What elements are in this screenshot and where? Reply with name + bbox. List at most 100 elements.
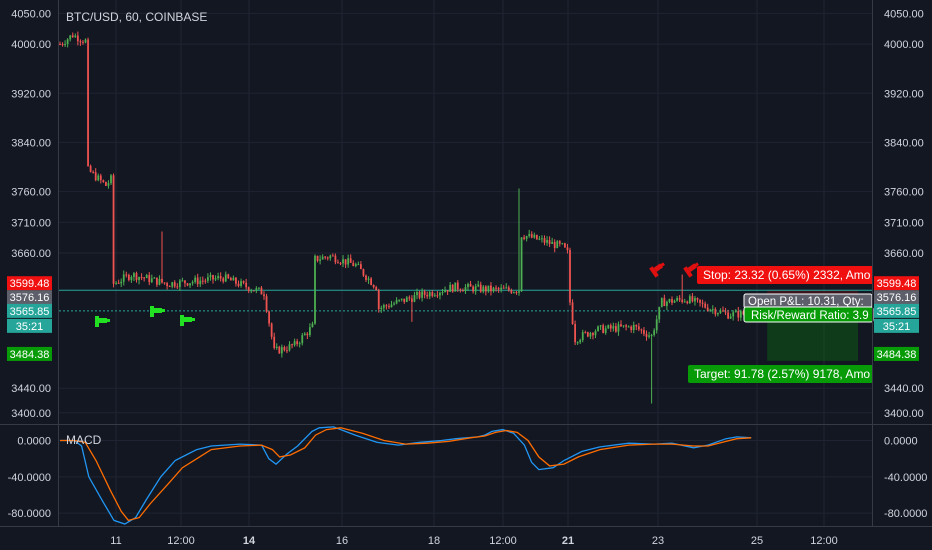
candle-body <box>156 277 158 285</box>
pnl-label[interactable]: Open P&L: 10.31, Qty: <box>743 293 873 309</box>
candle-body <box>301 335 304 344</box>
candle-body <box>678 298 681 300</box>
candle-body <box>247 287 250 291</box>
candle-body <box>344 259 347 265</box>
stop-label[interactable]: Stop: 23.32 (0.65%) 2332, Amo <box>697 266 873 284</box>
candle-body <box>699 299 701 303</box>
candle-body <box>584 332 587 334</box>
candle-body <box>158 278 161 285</box>
candle-body <box>513 292 515 294</box>
candle-body <box>311 323 314 328</box>
macd-pane[interactable] <box>60 426 752 525</box>
left-price-tick-8: 3400.00 <box>11 408 51 420</box>
candle-body <box>683 301 686 303</box>
time-label-2: 14 <box>243 535 256 547</box>
buy-marker-2 <box>150 306 165 317</box>
candle-body <box>133 273 135 277</box>
candle-body <box>719 310 722 314</box>
candle-body <box>599 325 602 327</box>
time-label-0: 11 <box>110 535 121 547</box>
symbol-title: BTC/USD, 60, COINBASE <box>66 10 207 24</box>
candle-body <box>224 274 227 282</box>
candle-body <box>235 277 237 284</box>
candle-body <box>444 290 446 293</box>
candle-body <box>681 299 684 303</box>
left-tag-countdown-box <box>7 318 52 333</box>
candle-body <box>176 286 179 288</box>
candle-body <box>497 288 500 290</box>
right-macd-tick-0: 0.0000 <box>884 436 918 448</box>
right-price-tags: 3599.48 3576.16 3565.85 35:21 3484.38 <box>874 276 919 361</box>
candle-body <box>706 307 709 311</box>
candle-body <box>296 341 299 344</box>
candle-body <box>510 290 513 293</box>
buy-marker-1-pole <box>95 316 99 327</box>
right-price-tick-8: 3400.00 <box>884 408 924 420</box>
candle-body <box>393 303 395 305</box>
candle-body <box>107 183 110 186</box>
candle-body <box>115 282 117 284</box>
candle-body <box>515 292 518 294</box>
sell-marker-1 <box>649 262 665 278</box>
candle-body <box>556 241 559 249</box>
macd-series-1 <box>60 427 752 522</box>
candle-body <box>653 330 656 335</box>
time-label-3: 16 <box>336 535 348 547</box>
candle-body <box>523 237 525 239</box>
right-price-axis[interactable]: 4050.00 4000.00 3920.00 3840.00 3760.00 3710.… <box>884 8 927 520</box>
left-tag-stop: 3599.48 <box>7 276 52 291</box>
candle-body <box>579 340 582 343</box>
candle-body <box>214 278 217 280</box>
trade-markers <box>95 262 699 327</box>
candle-body <box>270 323 273 337</box>
candle-body <box>324 256 327 258</box>
time-axis[interactable]: 11 12:00 14 16 18 12:00 21 23 25 12:00 <box>110 535 837 547</box>
left-price-tick-3: 3840.00 <box>11 137 51 149</box>
right-tag-current: 3576.16 <box>874 290 919 305</box>
right-price-tick-3: 3840.00 <box>884 137 924 149</box>
risk-reward-label[interactable]: Risk/Reward Ratio: 3.9 <box>743 306 874 323</box>
candle-body <box>648 335 650 337</box>
candle-body <box>533 234 536 238</box>
left-price-axis[interactable]: 4050.00 4000.00 3920.00 3840.00 3760.00 3710.… <box>8 8 51 520</box>
candle-body <box>490 285 492 292</box>
candle-body <box>581 332 584 341</box>
candle-body <box>242 281 245 283</box>
candle-body <box>709 309 712 311</box>
left-tag-entry-box <box>7 303 52 318</box>
left-tag-target-text: 3484.38 <box>10 349 50 361</box>
candle-body <box>439 292 441 296</box>
candle-body <box>694 297 696 302</box>
candle-body <box>400 298 403 300</box>
candle-body <box>291 344 293 346</box>
time-label-8: 25 <box>751 535 763 547</box>
right-tag-current-box <box>874 290 919 305</box>
time-label-4: 18 <box>428 535 440 547</box>
candle-body <box>484 286 487 292</box>
candle-body <box>701 302 704 304</box>
candle-body <box>620 324 622 327</box>
candle-body <box>428 292 431 297</box>
candle-body <box>535 234 538 240</box>
candle-body <box>367 278 370 280</box>
candle-body <box>87 39 89 166</box>
candle-body <box>178 280 181 288</box>
candle-body <box>714 309 717 315</box>
candle-body <box>186 283 189 286</box>
candle-body <box>66 39 69 45</box>
candle-body <box>255 288 258 291</box>
right-price-tick-1: 4000.00 <box>884 39 924 51</box>
left-price-tick-1: 4000.00 <box>11 39 51 51</box>
target-label[interactable]: Target: 91.78 (2.57%) 9178, Amo <box>688 365 873 383</box>
candle-body <box>640 329 643 331</box>
candle-body <box>462 290 464 292</box>
candle-body <box>89 165 92 172</box>
left-tag-entry: 3565.85 <box>7 303 52 318</box>
candle-body <box>469 283 472 287</box>
buy-marker-3-tip <box>191 318 195 321</box>
buy-marker-1-tip <box>106 319 110 322</box>
candle-body <box>479 284 482 292</box>
left-tag-target-box <box>7 346 52 361</box>
candle-body <box>395 300 398 304</box>
